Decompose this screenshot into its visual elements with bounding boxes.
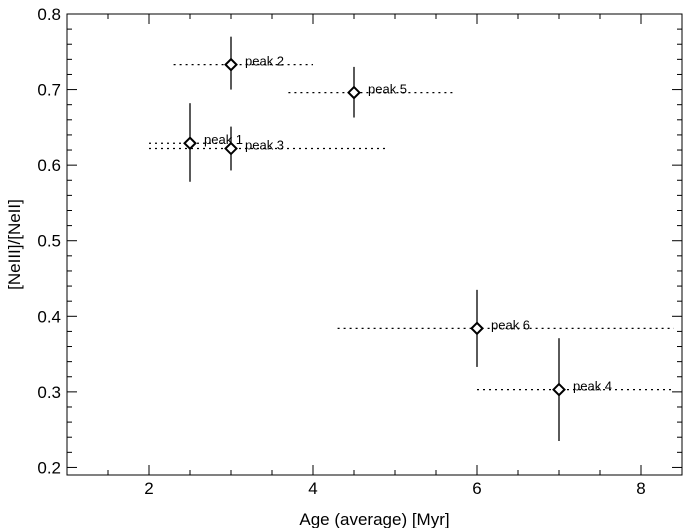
y-tick-label: 0.7 (37, 81, 61, 100)
data-point-label: peak 2 (245, 54, 284, 69)
data-point-label: peak 5 (368, 82, 407, 97)
y-tick-label: 0.6 (37, 156, 61, 175)
x-tick-label: 4 (308, 479, 317, 498)
y-tick-label: 0.4 (37, 307, 61, 326)
x-tick-label: 2 (144, 479, 153, 498)
data-point-label: peak 3 (245, 138, 284, 153)
data-marks: peak 2 peak 5 peak 1 peak 3 peak 6 peak 4 (149, 36, 674, 441)
plot-frame (66, 13, 683, 476)
y-tick-label: 0.3 (37, 383, 61, 402)
data-point-label: peak 4 (573, 379, 612, 394)
y-tick-label: 0.5 (37, 232, 61, 251)
data-point-label: peak 1 (204, 132, 243, 147)
data-point-marker (224, 141, 238, 156)
y-tick-label: 0.8 (37, 5, 61, 24)
y-axis-title: [NeIII]/[NeII] (5, 199, 24, 290)
x-tick-label: 6 (472, 479, 481, 498)
data-point-marker (552, 382, 566, 397)
x-axis-title: Age (average) [Myr] (299, 510, 449, 528)
data-point-label: peak 6 (491, 317, 530, 332)
axis-ticks: 2 4 6 8 0.2 0.3 0.4 0.5 0.6 0.7 0.8 (37, 5, 683, 498)
y-tick-label: 0.2 (37, 458, 61, 477)
data-point-marker (224, 57, 238, 72)
data-point-marker (183, 136, 197, 151)
data-point-marker (347, 85, 361, 100)
data-point-marker (470, 321, 484, 336)
x-tick-label: 8 (636, 479, 645, 498)
